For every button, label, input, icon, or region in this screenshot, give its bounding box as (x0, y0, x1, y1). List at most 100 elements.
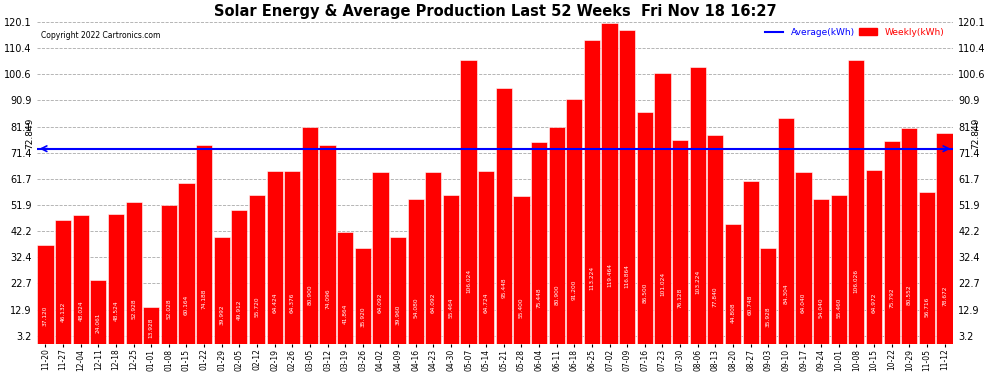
Text: 80.900: 80.900 (554, 285, 559, 305)
Text: 54.040: 54.040 (819, 298, 824, 318)
Bar (566, 99, 582, 344)
Bar (707, 135, 724, 344)
Bar (372, 172, 388, 344)
Text: 64.972: 64.972 (871, 292, 876, 313)
Text: 35.928: 35.928 (765, 306, 771, 327)
Bar (866, 170, 882, 344)
Bar (778, 118, 794, 344)
Bar (813, 199, 830, 344)
Text: 13.928: 13.928 (148, 317, 153, 338)
Bar (795, 172, 812, 344)
Legend: Average(kWh), Weekly(kWh): Average(kWh), Weekly(kWh) (765, 28, 944, 37)
Text: 39.960: 39.960 (396, 304, 401, 325)
Text: 49.912: 49.912 (237, 300, 242, 320)
Bar (443, 195, 459, 344)
Bar (848, 60, 864, 344)
Text: 55.460: 55.460 (837, 297, 842, 318)
Bar (302, 127, 318, 344)
Text: 64.376: 64.376 (290, 293, 295, 313)
Bar (248, 195, 265, 344)
Text: Copyright 2022 Cartronics.com: Copyright 2022 Cartronics.com (42, 32, 160, 40)
Text: 76.128: 76.128 (677, 287, 682, 308)
Bar (478, 171, 494, 344)
Bar (584, 40, 600, 344)
Bar (126, 202, 142, 344)
Bar (232, 210, 248, 344)
Bar (160, 205, 177, 344)
Text: 56.716: 56.716 (925, 297, 930, 317)
Bar (408, 199, 424, 344)
Text: 101.024: 101.024 (660, 272, 665, 296)
Text: 95.448: 95.448 (501, 278, 506, 298)
Text: 39.992: 39.992 (219, 304, 225, 325)
Bar (919, 192, 935, 344)
Bar (760, 248, 776, 344)
Text: 77.840: 77.840 (713, 286, 718, 307)
Text: 55.400: 55.400 (519, 297, 524, 318)
Bar (354, 248, 371, 344)
Bar (725, 224, 742, 344)
Bar (496, 88, 512, 344)
Bar (637, 112, 653, 344)
Bar (654, 73, 670, 344)
Bar (742, 181, 758, 344)
Text: 91.200: 91.200 (572, 280, 577, 300)
Text: 116.864: 116.864 (625, 264, 630, 288)
Bar (144, 307, 159, 344)
Text: 60.164: 60.164 (184, 295, 189, 315)
Text: 64.040: 64.040 (801, 293, 806, 314)
Text: 86.500: 86.500 (643, 282, 647, 303)
Bar (178, 183, 195, 344)
Bar (672, 140, 688, 344)
Text: 80.900: 80.900 (308, 285, 313, 305)
Bar (901, 128, 918, 344)
Text: 119.464: 119.464 (607, 262, 612, 286)
Bar (320, 146, 336, 344)
Text: 75.792: 75.792 (889, 287, 894, 308)
Bar (108, 214, 124, 344)
Bar (390, 237, 406, 344)
Text: 48.524: 48.524 (114, 300, 119, 321)
Text: 64.092: 64.092 (378, 293, 383, 314)
Bar (266, 171, 283, 344)
Bar (72, 215, 89, 344)
Bar (531, 142, 547, 344)
Text: 24.061: 24.061 (96, 312, 101, 333)
Bar (90, 280, 107, 344)
Bar (214, 237, 230, 344)
Text: 35.920: 35.920 (360, 306, 365, 327)
Text: 52.928: 52.928 (131, 298, 136, 319)
Text: 64.092: 64.092 (431, 293, 436, 314)
Text: 37.120: 37.120 (43, 306, 48, 327)
Text: 80.552: 80.552 (907, 285, 912, 306)
Text: 54.080: 54.080 (413, 298, 418, 318)
Bar (690, 67, 706, 344)
Text: 113.224: 113.224 (589, 266, 594, 290)
Text: 60.748: 60.748 (748, 294, 753, 315)
Bar (337, 232, 353, 344)
Bar (831, 195, 846, 344)
Text: 84.304: 84.304 (783, 283, 788, 304)
Bar (460, 60, 476, 344)
Text: 106.026: 106.026 (854, 269, 859, 293)
Text: 48.024: 48.024 (78, 301, 83, 321)
Bar (38, 244, 53, 344)
Text: 72.849: 72.849 (971, 117, 981, 148)
Text: 55.464: 55.464 (448, 297, 453, 318)
Text: 41.864: 41.864 (343, 304, 347, 324)
Bar (937, 133, 952, 344)
Text: 44.808: 44.808 (731, 302, 736, 323)
Bar (548, 127, 565, 344)
Text: 64.424: 64.424 (272, 293, 277, 313)
Bar (55, 220, 71, 344)
Text: 106.024: 106.024 (466, 269, 471, 293)
Bar (883, 141, 900, 344)
Text: 75.448: 75.448 (537, 287, 542, 308)
Text: 72.849: 72.849 (25, 117, 34, 148)
Bar (602, 23, 618, 344)
Text: 64.724: 64.724 (484, 292, 489, 313)
Text: 103.224: 103.224 (695, 270, 700, 294)
Bar (619, 30, 636, 344)
Title: Solar Energy & Average Production Last 52 Weeks  Fri Nov 18 16:27: Solar Energy & Average Production Last 5… (214, 4, 776, 19)
Bar (196, 145, 212, 344)
